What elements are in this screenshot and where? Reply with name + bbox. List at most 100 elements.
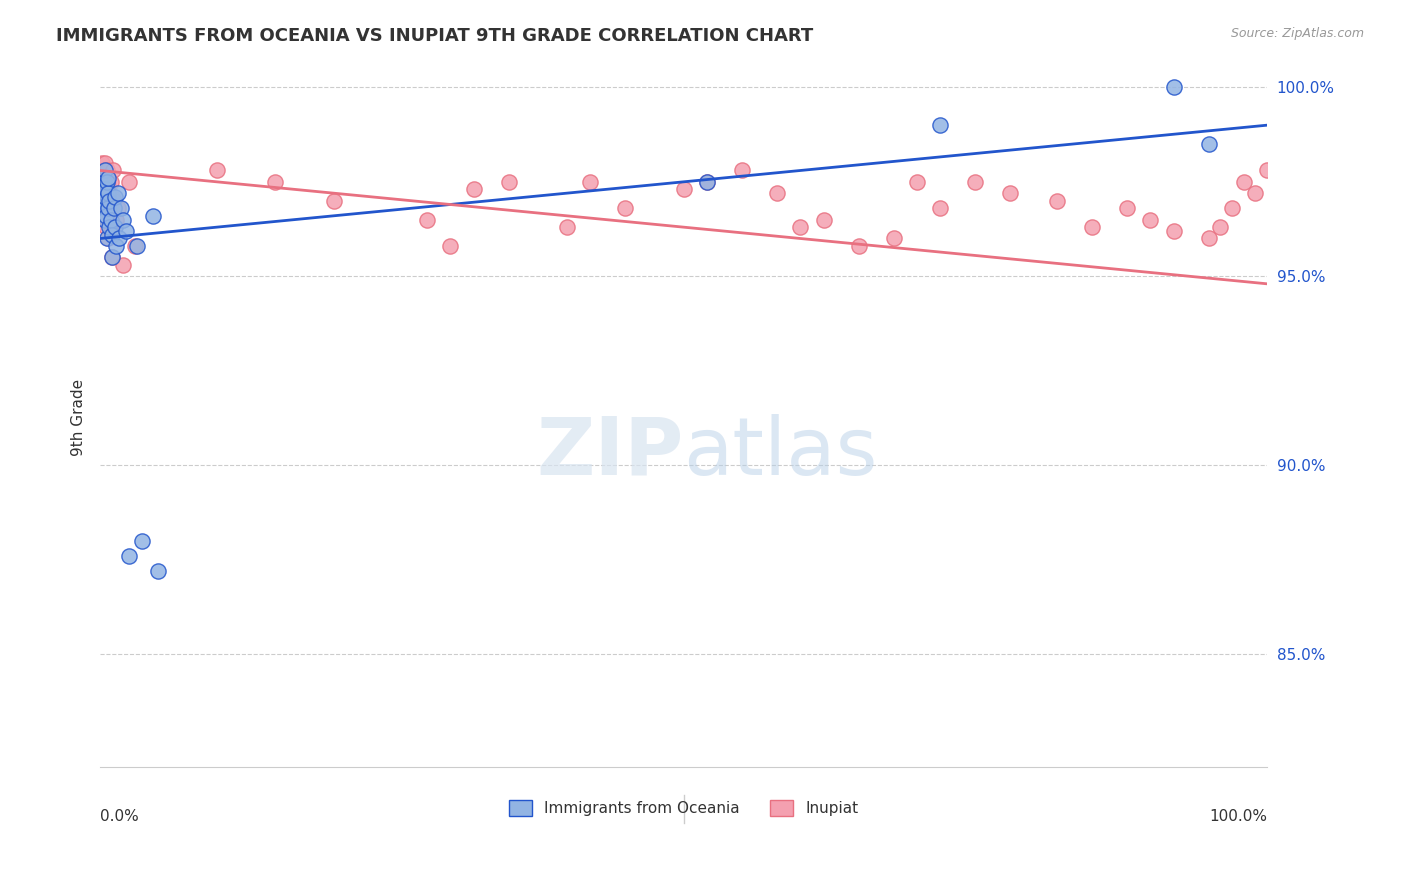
Text: atlas: atlas <box>683 414 877 491</box>
Point <box>118 549 141 563</box>
Point <box>94 190 117 204</box>
Point <box>93 163 115 178</box>
Point <box>614 201 637 215</box>
Point <box>101 227 124 242</box>
Point <box>929 201 952 215</box>
Point <box>848 239 870 253</box>
Point <box>101 163 124 178</box>
Point <box>672 182 695 196</box>
Point <box>97 201 120 215</box>
Point <box>101 251 124 265</box>
Point <box>104 220 127 235</box>
Point <box>1163 224 1185 238</box>
Point <box>94 209 117 223</box>
Text: Source: ZipAtlas.com: Source: ZipAtlas.com <box>1230 27 1364 40</box>
Point <box>1233 175 1256 189</box>
Point <box>965 175 987 189</box>
Point <box>101 251 124 265</box>
Point <box>131 533 153 548</box>
Point <box>100 175 122 189</box>
Point <box>112 212 135 227</box>
Point <box>98 201 121 215</box>
Point <box>905 175 928 189</box>
Legend: Immigrants from Oceania, Inupiat: Immigrants from Oceania, Inupiat <box>503 794 865 822</box>
Text: 100.0%: 100.0% <box>1209 809 1267 824</box>
Point <box>883 231 905 245</box>
Point <box>731 163 754 178</box>
Point <box>91 194 114 208</box>
Point <box>114 224 136 238</box>
Point <box>105 212 128 227</box>
Point <box>579 175 602 189</box>
Text: ZIP: ZIP <box>536 414 683 491</box>
Point <box>93 201 115 215</box>
Point <box>322 194 344 208</box>
Point <box>112 258 135 272</box>
Point <box>1046 194 1069 208</box>
Point <box>94 156 117 170</box>
Point <box>929 118 952 132</box>
Point <box>94 194 117 208</box>
Point <box>94 182 117 196</box>
Point <box>1220 201 1243 215</box>
Point <box>96 175 118 189</box>
Point <box>97 231 120 245</box>
Point <box>94 163 117 178</box>
Point <box>96 212 118 227</box>
Point <box>96 231 118 245</box>
Point <box>696 175 718 189</box>
Point <box>100 212 122 227</box>
Point <box>1000 186 1022 201</box>
Point <box>93 201 115 215</box>
Point <box>103 220 125 235</box>
Point <box>97 186 120 201</box>
Point <box>463 182 485 196</box>
Point <box>110 201 132 215</box>
Point <box>142 209 165 223</box>
Point <box>205 163 228 178</box>
Point <box>98 194 121 208</box>
Point <box>118 175 141 189</box>
Point <box>94 212 117 227</box>
Point <box>416 212 439 227</box>
Point <box>98 186 121 201</box>
Point <box>93 175 115 189</box>
Point <box>148 564 170 578</box>
Point <box>97 175 120 189</box>
Point <box>127 239 149 253</box>
Point <box>96 182 118 196</box>
Point <box>789 220 811 235</box>
Point <box>813 212 835 227</box>
Point <box>101 190 124 204</box>
Point <box>1139 212 1161 227</box>
Point <box>1116 201 1139 215</box>
Point <box>97 171 120 186</box>
Point <box>105 239 128 253</box>
Point <box>94 175 117 189</box>
Point <box>439 239 461 253</box>
Point <box>1163 80 1185 95</box>
Point <box>1081 220 1104 235</box>
Point <box>1198 231 1220 245</box>
Text: IMMIGRANTS FROM OCEANIA VS INUPIAT 9TH GRADE CORRELATION CHART: IMMIGRANTS FROM OCEANIA VS INUPIAT 9TH G… <box>56 27 814 45</box>
Point <box>696 175 718 189</box>
Point <box>107 231 129 245</box>
Point <box>107 201 129 215</box>
Point <box>1198 137 1220 152</box>
Y-axis label: 9th Grade: 9th Grade <box>72 379 86 457</box>
Point <box>90 175 112 189</box>
Point <box>96 163 118 178</box>
Point <box>93 186 115 201</box>
Point <box>103 194 125 208</box>
Point <box>100 220 122 235</box>
Point <box>103 201 125 215</box>
Point <box>104 190 127 204</box>
Point <box>555 220 578 235</box>
Point <box>1244 186 1267 201</box>
Point <box>91 156 114 170</box>
Point <box>1256 163 1278 178</box>
Point <box>94 182 117 196</box>
Point <box>94 220 117 235</box>
Point <box>498 175 520 189</box>
Point <box>766 186 789 201</box>
